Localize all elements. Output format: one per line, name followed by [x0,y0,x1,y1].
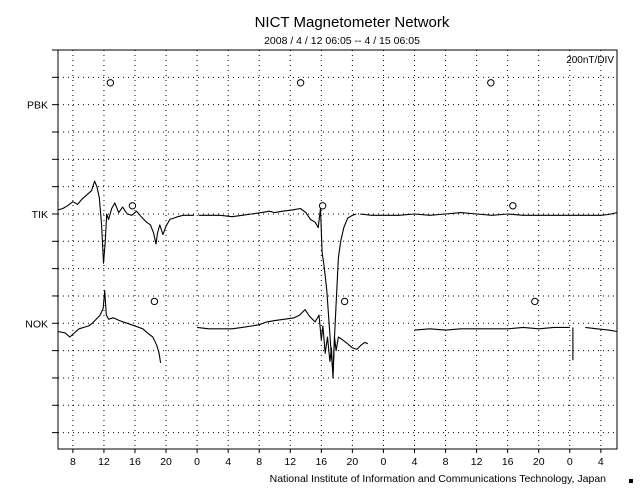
station-label-tik: TIK [32,209,48,221]
noon-markers [106,79,539,306]
chart-subtitle: 2008 / 4 / 12 06:05 -- 4 / 15 06:05 [264,35,420,47]
x-tick-label: 8 [443,456,449,468]
noon-marker [487,79,495,87]
plot-frame [57,49,618,450]
x-tick-label: 0 [381,456,387,468]
x-tick-label: 8 [256,456,262,468]
x-tick-label: 4 [412,456,418,468]
x-tick-label: 4 [225,456,231,468]
x-tick-label: 16 [129,456,141,468]
x-tick-label: 12 [98,456,110,468]
x-tick-label: 20 [347,456,359,468]
x-tick-label: 0 [194,456,200,468]
noon-marker [509,202,517,210]
trace-nok [57,289,162,363]
x-tick-label: 16 [315,456,327,468]
trace-tik [198,207,357,374]
chart-title: NICT Magnetometer Network [255,14,450,31]
x-tick-label: 12 [284,456,296,468]
station-label-nok: NOK [25,318,48,330]
trace-nok [197,309,369,379]
noon-marker [318,202,327,210]
x-tick-label: 12 [471,456,483,468]
station-labels: PBK TIK NOK [25,100,48,331]
axis-ticks: 8 12 16 20 0 4 8 12 16 20 0 4 8 12 16 20 0 4 [52,49,604,468]
noon-marker [296,79,305,87]
trace-tik [360,212,618,216]
noon-marker [150,297,159,306]
trace-nok [585,326,618,333]
noon-marker [106,79,115,87]
x-tick-label: 4 [598,456,604,468]
noon-marker [128,202,137,210]
station-label-pbk: PBK [27,100,48,112]
trace-nok [414,326,570,331]
institution-footer: National Institute of Information and Co… [270,473,607,485]
scale-label: 200nT/DIV [566,55,614,66]
noon-marker [340,297,349,306]
x-tick-label: 20 [533,456,545,468]
series-traces [57,180,618,379]
corner-mark-icon [629,479,633,483]
trace-tik [57,180,194,264]
x-tick-label: 20 [160,456,172,468]
x-tick-label: 16 [502,456,514,468]
grid [58,49,617,449]
x-tick-label: 8 [70,456,76,468]
x-tick-label: 0 [567,456,573,468]
noon-marker [531,297,539,306]
